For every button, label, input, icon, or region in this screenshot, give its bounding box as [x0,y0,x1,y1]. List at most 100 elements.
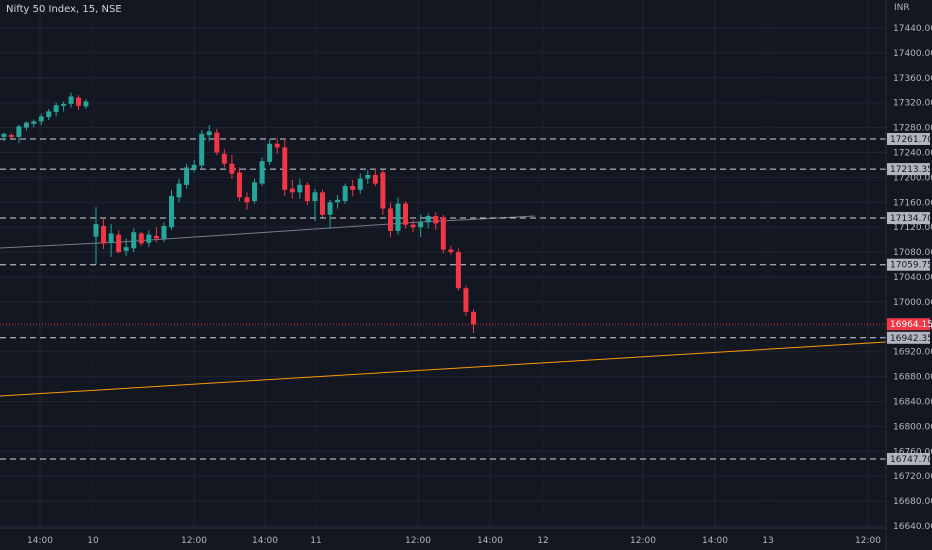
candle-body-up [191,164,197,169]
time-tick-label: 12:00 [630,536,656,546]
price-tick-label: 16760.00 [893,447,932,457]
last-price-label: 16964.15 [890,320,932,330]
level-label: 16942.35 [890,334,932,344]
candle-body-up [312,192,318,202]
candle-body-up [68,96,74,104]
price-tick-label: 16680.00 [893,497,932,507]
candle-body-up [297,184,303,193]
candle-body-up [267,143,273,162]
candle-body-up [61,103,67,106]
candle-body-down [153,235,159,239]
price-axis[interactable]: 16640.00 16680.00 16720.00 16760.00 16800.00… [887,24,932,532]
candles-layer [1,92,476,334]
time-tick-label: 14:00 [252,536,278,546]
candle-body-up [123,247,129,251]
candle-body-down [410,224,416,228]
candle-body-up [1,133,7,137]
level-label-bg [887,452,930,465]
candle-body-down [229,163,235,174]
candle-body-up [169,196,174,228]
candle-body-up [425,215,431,223]
level-label: 17059.75 [890,261,932,271]
level-label: 17134.70 [890,214,932,224]
candle-body-up [161,225,167,240]
time-tick-label: 14:00 [702,536,728,546]
candle-body-up [327,202,333,215]
candle-body-up [16,126,22,137]
candle-body-down [116,234,122,253]
price-tick-label: 17160.00 [893,198,932,208]
candle-body-up [146,234,152,243]
candle-body-up [259,161,265,184]
price-tick-label: 17240.00 [893,149,932,159]
candle-body-up [131,232,137,249]
candle-body-up [38,116,44,122]
candle-body-down [8,135,14,137]
price-tick-label: 17120.00 [893,223,932,233]
time-tick-label: 12 [537,536,548,546]
candle-body-down [350,186,356,190]
candle-body-down [380,172,386,209]
candle-body-up [357,178,363,190]
time-tick-label: 13 [762,536,773,546]
time-tick-label: 12:00 [405,536,431,546]
price-tick-label: 17200.00 [893,173,932,183]
price-tick-label: 17080.00 [893,248,932,258]
candle-body-down [214,132,220,153]
price-tick-label: 16920.00 [893,348,932,358]
level-label-bg [887,163,930,176]
candle-body-down [138,233,144,244]
time-tick-label: 12:00 [181,536,207,546]
candle-body-up [418,222,424,228]
candle-body-down [372,174,378,184]
time-tick-label: 14:00 [477,536,503,546]
trend-line [0,341,887,397]
price-tick-label: 17400.00 [893,49,932,59]
price-tick-label: 17040.00 [893,273,932,283]
candle-body-down [76,97,81,106]
candle-body-down [282,147,288,190]
candle-body-up [53,105,59,113]
candle-body-down [274,143,280,148]
candle-body-up [206,131,212,136]
price-tick-label: 17320.00 [893,99,932,109]
level-label-bg [887,258,930,271]
level-label: 16747.70 [890,455,932,465]
candle-body-down [471,311,476,325]
candle-body-down [387,208,393,231]
candle-body-up [335,199,341,203]
time-axis[interactable]: 14:00 10 12:00 14:00 11 12:00 14:00 12 12:00 14:0… [27,536,881,546]
candle-body-up [184,167,190,185]
candle-body-down [403,203,409,225]
price-tick-label: 16840.00 [893,398,932,408]
candle-body-up [342,186,348,202]
candle-body-down [320,192,325,215]
price-tick-label: 17440.00 [893,24,932,34]
candle-body-down [236,172,242,198]
moving-average-layer [0,215,536,249]
last-price-label-bg [887,318,930,331]
plot-background [0,0,886,550]
price-tick-label: 16720.00 [893,472,932,482]
candle-body-up [23,122,29,128]
candle-body-down [463,288,469,312]
currency-label: INR [894,3,910,13]
candle-body-down [289,188,295,193]
time-tick-label: 12:00 [855,536,881,546]
price-tick-label: 16880.00 [893,373,932,383]
level-label-bg [887,132,930,145]
candle-body-down [244,197,250,203]
price-tick-label: 17280.00 [893,124,932,134]
candle-body-up [93,224,99,237]
candle-body-down [433,215,439,224]
price-tick-label: 16640.00 [893,522,932,532]
time-tick-label: 14:00 [27,536,53,546]
candle-body-up [108,233,114,243]
candle-body-up [252,182,258,202]
level-label-bg [887,212,930,225]
candle-body-down [455,252,461,289]
trend-line-layer [0,341,887,397]
candle-body-up [176,183,182,198]
